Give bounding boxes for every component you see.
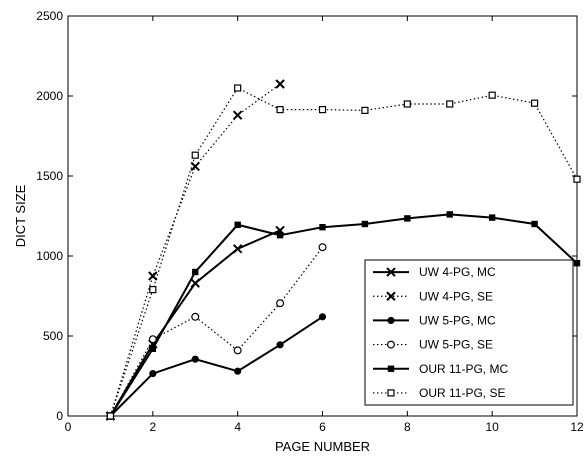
series-line [109, 315, 324, 417]
series-line [109, 87, 578, 417]
data-point [488, 214, 496, 221]
data-point [446, 211, 453, 218]
data-point [192, 268, 199, 276]
legend-item: OUR 11-PG, MC [373, 362, 508, 376]
series-uw-4-pg-se [105, 79, 285, 421]
legend: UW 4-PG, MC UW 4-PG, SE UW 5-PG, MC UW 5-PG… [364, 259, 574, 406]
data-point [361, 220, 369, 228]
data-point [531, 220, 538, 228]
legend-item: UW 5-PG, SE [373, 338, 493, 352]
data-point [573, 175, 581, 183]
data-point [276, 232, 284, 239]
x-tick-label: 0 [65, 420, 72, 434]
series-uw-5-pg-se [106, 243, 327, 421]
data-point [149, 345, 157, 352]
series-uw-4-pg-mc [105, 225, 285, 421]
legend-item: OUR 11-PG, SE [373, 386, 505, 400]
legend-label: OUR 11-PG, MC [419, 362, 508, 376]
y-tick-label: 500 [43, 329, 63, 343]
data-point [318, 313, 327, 321]
data-point [318, 243, 327, 252]
data-point [106, 412, 115, 420]
y-tick-label: 1000 [36, 249, 63, 263]
data-point [276, 299, 285, 308]
legend-label: UW 4-PG, SE [419, 289, 493, 303]
data-point [361, 106, 369, 115]
data-point [403, 100, 411, 108]
data-point [387, 340, 396, 349]
x-tick-label: 10 [485, 420, 499, 434]
x-tick-label: 8 [404, 420, 411, 434]
data-point [148, 335, 157, 344]
legend-item: UW 4-PG, SE [373, 289, 493, 303]
data-point [234, 84, 242, 92]
x-tick-label: 4 [234, 420, 241, 434]
data-point [275, 79, 285, 89]
data-point [233, 346, 242, 355]
data-point [234, 367, 242, 375]
x-tick-label: 2 [149, 420, 156, 434]
data-point [191, 355, 199, 363]
data-point [404, 215, 411, 222]
data-point [387, 389, 395, 397]
data-point [387, 365, 395, 372]
legend-item: UW 5-PG, MC [373, 313, 496, 327]
data-point [573, 260, 581, 267]
legend-item: UW 4-PG, MC [373, 265, 496, 279]
data-point [530, 99, 539, 107]
data-point [318, 105, 327, 114]
legend-label: UW 5-PG, MC [419, 313, 496, 327]
data-point [191, 312, 200, 321]
series-line [109, 83, 281, 417]
legend-label: UW 4-PG, MC [419, 265, 496, 279]
data-point [190, 278, 200, 288]
legend-label: OUR 11-PG, SE [419, 386, 505, 400]
data-point [232, 110, 243, 120]
series-line [109, 246, 323, 417]
series-our-11-pg-se [106, 84, 581, 420]
y-tick-label: 0 [56, 409, 63, 423]
data-point [446, 100, 454, 108]
data-point [232, 244, 243, 254]
data-point [319, 224, 326, 231]
data-point [276, 341, 284, 349]
legend-box [364, 259, 574, 406]
data-point [234, 221, 241, 228]
y-tick-label: 1500 [36, 169, 63, 183]
data-point [386, 267, 396, 277]
data-point [276, 105, 284, 114]
x-tick-label: 6 [319, 420, 326, 434]
y-axis-label: DICT SIZE [13, 184, 28, 247]
data-point [149, 286, 157, 294]
x-tick-label: 12 [570, 420, 584, 434]
legend-label: UW 5-PG, SE [419, 338, 493, 352]
data-point [148, 271, 158, 281]
series-group [105, 79, 581, 421]
data-point [488, 91, 496, 99]
data-point [149, 370, 157, 378]
y-tick-label: 2000 [36, 89, 63, 103]
x-axis-label: PAGE NUMBER [275, 439, 370, 454]
plot-area: 0 2 4 6 8 10 12 0 500 1000 1500 2000 2500 [36, 9, 584, 434]
series-line [109, 229, 281, 417]
data-point [386, 291, 396, 301]
data-point [191, 151, 199, 159]
data-point [387, 316, 395, 325]
y-tick-label: 2500 [36, 9, 63, 23]
series-line [109, 213, 578, 417]
